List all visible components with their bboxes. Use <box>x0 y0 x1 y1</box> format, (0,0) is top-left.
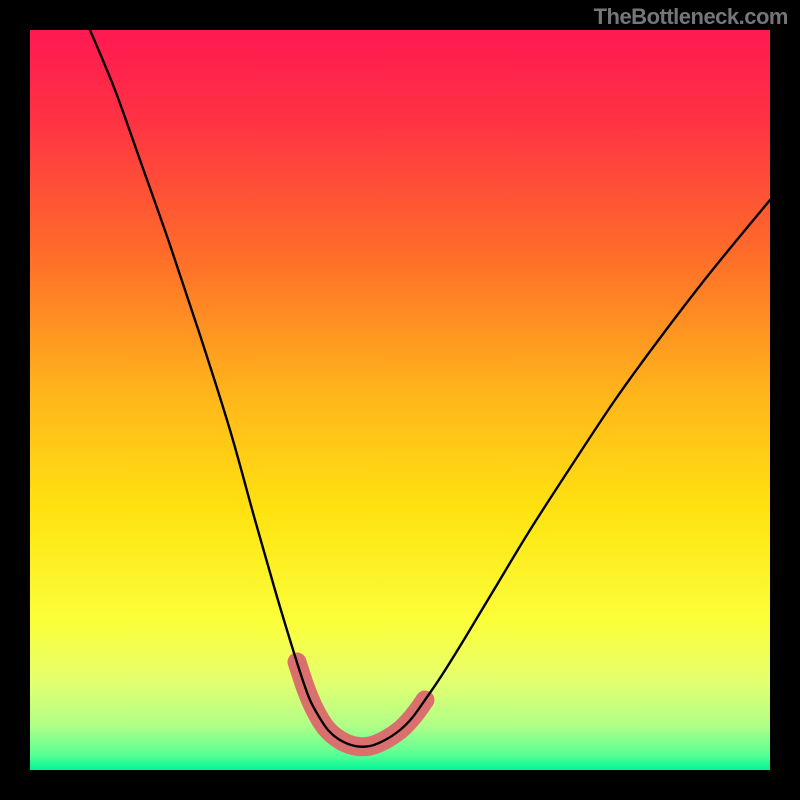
watermark-text: TheBottleneck.com <box>594 4 788 30</box>
curve-layer <box>30 30 770 770</box>
plot-area <box>30 30 770 770</box>
highlight-segment <box>297 662 425 747</box>
bottleneck-curve <box>90 30 770 747</box>
chart-container: TheBottleneck.com <box>0 0 800 800</box>
